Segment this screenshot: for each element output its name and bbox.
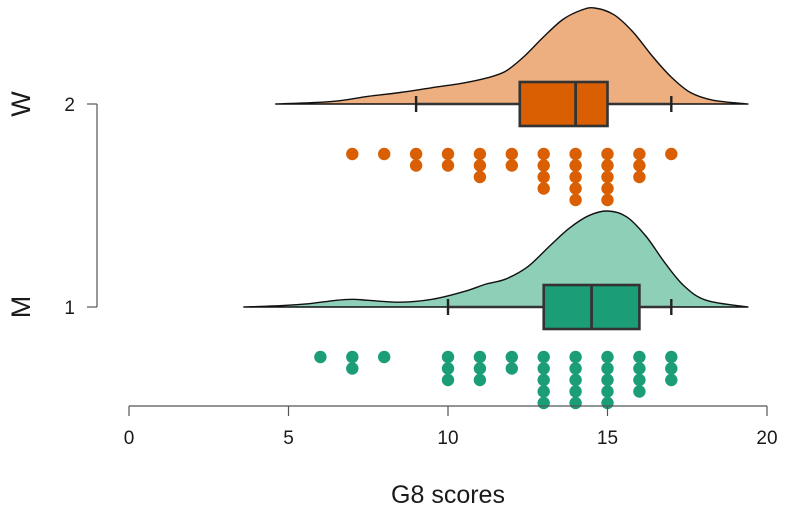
data-point-w — [537, 170, 550, 184]
data-point-w — [569, 193, 582, 207]
data-point-m — [473, 350, 487, 364]
data-point-m — [441, 373, 455, 387]
data-point-w — [569, 147, 582, 161]
data-point-w — [346, 147, 359, 161]
data-point-w — [633, 159, 646, 172]
data-point-m — [537, 350, 550, 364]
data-point-w — [665, 147, 678, 161]
data-point-m — [569, 373, 582, 387]
data-point-w — [601, 159, 614, 172]
density-layer — [243, 6, 749, 308]
x-axis-title: G8 scores — [391, 481, 505, 509]
data-point-w — [378, 147, 391, 161]
data-point-m — [633, 350, 646, 364]
data-point-m — [346, 362, 359, 375]
data-point-m — [569, 350, 582, 364]
data-point-m — [537, 385, 550, 398]
data-point-m — [633, 385, 646, 398]
data-point-m — [665, 350, 678, 364]
data-point-m — [665, 373, 678, 387]
data-point-w — [409, 147, 423, 161]
data-point-m — [569, 396, 582, 410]
data-point-m — [473, 373, 487, 387]
x-tick-label: 15 — [597, 428, 618, 449]
data-point-m — [537, 396, 550, 410]
x-tick-label: 0 — [124, 428, 135, 449]
data-point-w — [569, 159, 582, 172]
data-point-w — [569, 170, 582, 184]
data-point-w — [601, 182, 614, 195]
data-point-w — [473, 170, 487, 184]
data-point-m — [505, 362, 518, 375]
x-axis: 0 5 10 15 20 G8 scores — [124, 405, 778, 509]
y-axis: 1 2 W M — [6, 91, 98, 319]
data-point-m — [441, 362, 455, 375]
boxplot-layer — [414, 80, 673, 331]
data-point-w — [601, 147, 614, 161]
data-point-m — [601, 362, 614, 375]
data-point-m — [601, 350, 614, 364]
data-point-m — [665, 362, 678, 375]
data-point-w — [569, 182, 582, 195]
data-point-w — [441, 147, 455, 161]
data-point-m — [569, 385, 582, 398]
data-point-m — [569, 362, 582, 375]
group-label-m: M — [6, 296, 36, 319]
group-label-w: W — [6, 91, 36, 117]
data-point-m — [378, 350, 391, 364]
data-point-m — [537, 362, 550, 375]
data-point-w — [473, 159, 487, 172]
data-point-m — [537, 373, 550, 387]
data-point-m — [601, 373, 614, 387]
density-w — [275, 6, 749, 105]
y-tick-label: 2 — [64, 95, 75, 116]
data-point-w — [505, 147, 518, 161]
data-point-w — [537, 159, 550, 172]
data-point-m — [633, 373, 646, 387]
data-point-w — [409, 159, 423, 172]
density-m — [243, 210, 749, 308]
x-tick-label: 5 — [283, 428, 294, 449]
data-point-w — [537, 147, 550, 161]
data-point-w — [473, 147, 487, 161]
data-point-w — [505, 159, 518, 172]
data-point-m — [346, 350, 359, 364]
data-point-m — [633, 362, 646, 375]
x-tick-label: 20 — [756, 428, 777, 449]
data-point-w — [601, 193, 614, 207]
data-point-m — [473, 362, 487, 375]
data-point-m — [441, 350, 455, 364]
data-point-m — [601, 385, 614, 398]
data-point-w — [633, 170, 646, 184]
points-layer — [314, 147, 678, 410]
data-point-w — [601, 170, 614, 184]
data-point-w — [537, 182, 550, 195]
data-point-m — [505, 350, 518, 364]
x-tick-label: 10 — [437, 428, 458, 449]
data-point-w — [633, 147, 646, 161]
box-w — [518, 80, 609, 128]
y-tick-label: 1 — [64, 298, 75, 319]
data-point-w — [441, 159, 455, 172]
data-point-m — [314, 350, 327, 364]
